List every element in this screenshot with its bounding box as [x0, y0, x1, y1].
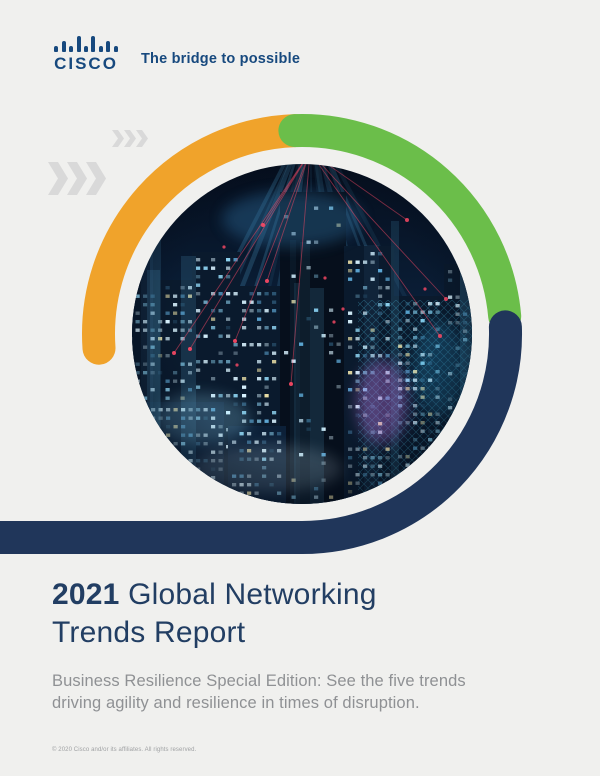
cisco-logo-wordmark: CISCO: [54, 54, 118, 73]
title-line1-rest: Global Networking: [119, 578, 377, 611]
city-skyline-photo: [132, 164, 472, 504]
page-title: 2021 Global Networking Trends Report: [52, 576, 377, 652]
ring-arc-green: [278, 114, 522, 333]
brand-tagline: The bridge to possible: [141, 51, 301, 67]
copyright-notice: © 2020 Cisco and/or its affiliates. All …: [52, 747, 197, 753]
cisco-logo: CISCO: [50, 36, 122, 74]
subtitle: Business Resilience Special Edition: See…: [52, 671, 466, 714]
ring-arc-navy: [0, 310, 522, 554]
cisco-logo-bars-icon: [50, 36, 122, 52]
chevrons-small-icon: [112, 130, 148, 147]
title-line-1: 2021 Global Networking: [52, 576, 377, 614]
title-year: 2021: [52, 578, 120, 611]
subtitle-line-1: Business Resilience Special Edition: See…: [52, 672, 466, 690]
chevrons-large-icon: [48, 162, 106, 195]
title-line-2: Trends Report: [52, 616, 246, 649]
ring-arc-orange: [82, 114, 312, 365]
subtitle-line-2: driving agility and resilience in times …: [52, 693, 420, 712]
